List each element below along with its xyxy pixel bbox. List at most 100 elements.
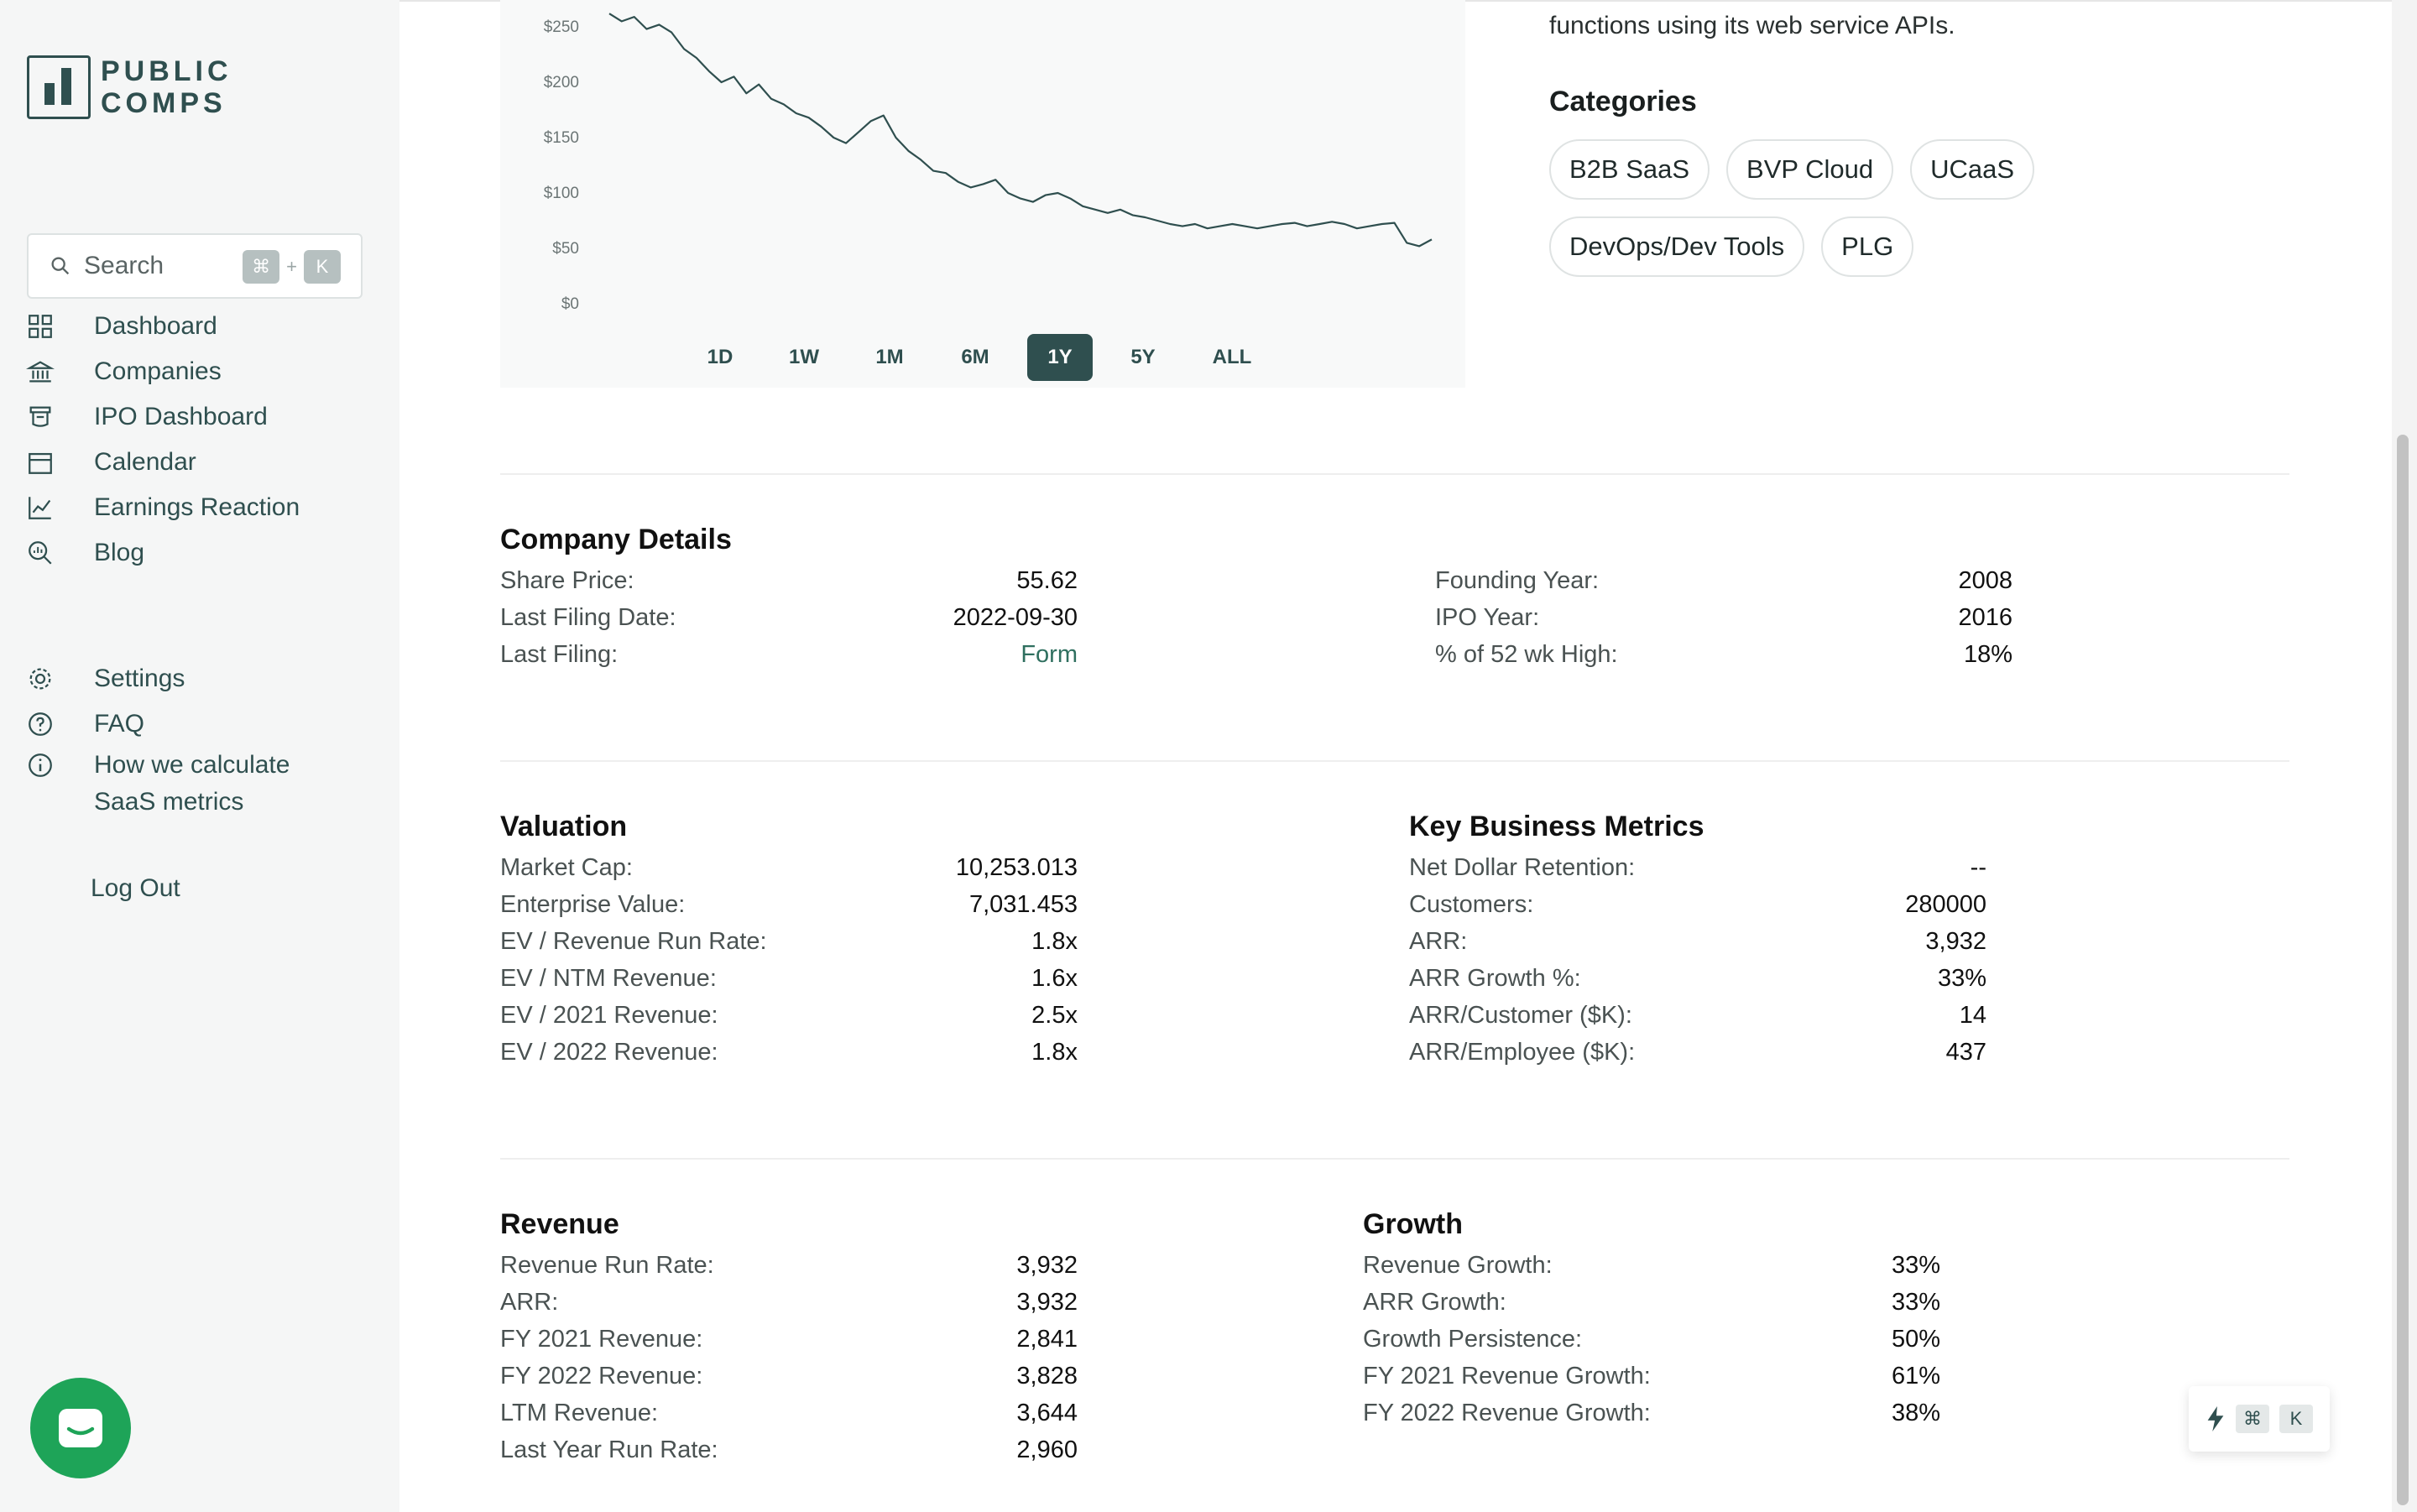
nav-item-how-we-calculate[interactable]: How we calculate SaaS metrics <box>23 747 290 821</box>
revenue-title: Revenue <box>500 1208 619 1240</box>
chat-bubble-icon <box>59 1409 102 1447</box>
nav-item-settings[interactable]: Settings <box>23 656 290 701</box>
metric-row: ARR Growth: 33% <box>1363 1289 1940 1316</box>
nav-label: Blog <box>94 539 145 566</box>
company-details-left: Share Price: 55.62 Last Filing Date: 2022-… <box>500 562 1078 673</box>
calendar-icon <box>23 446 57 479</box>
logo-line-1: PUBLIC <box>101 55 232 87</box>
nav-item-calendar[interactable]: Calendar <box>23 440 300 485</box>
metric-row: FY 2022 Revenue: 3,828 <box>500 1363 1078 1389</box>
nav-item-earnings-reaction[interactable]: Earnings Reaction <box>23 485 300 530</box>
category-tag[interactable]: DevOps/Dev Tools <box>1549 216 1805 277</box>
detail-row: Last Filing: Form <box>500 636 1078 673</box>
sidebar: PUBLIC COMPS Search ⌘ + K Dashboard Comp… <box>0 0 399 1512</box>
metric-row: LTM Revenue: 3,644 <box>500 1400 1078 1426</box>
nav-label-line-2: SaaS metrics <box>94 788 244 816</box>
company-details-right: Founding Year: 2008 IPO Year: 2016 % of 52… <box>1435 562 2012 673</box>
metric-row: EV / 2021 Revenue: 2.5x <box>500 1002 1078 1029</box>
lightning-icon <box>2207 1406 2224 1431</box>
primary-nav: Dashboard Companies IPO Dashboard Calend… <box>23 304 300 576</box>
k-key: K <box>304 250 341 284</box>
metric-row: FY 2021 Revenue: 2,841 <box>500 1326 1078 1353</box>
company-details-title: Company Details <box>500 524 732 555</box>
metric-row: Revenue Growth: 33% <box>1363 1252 1940 1279</box>
metric-row: Last Year Run Rate: 2,960 <box>500 1436 1078 1463</box>
nav-label: Companies <box>94 357 222 385</box>
nav-label: Calendar <box>94 448 196 476</box>
metric-row: Enterprise Value: 7,031.453 <box>500 891 1078 918</box>
growth-list: Revenue Growth: 33% ARR Growth: 33% Growth… <box>1363 1247 1940 1431</box>
detail-row: Share Price: 55.62 <box>500 567 1078 594</box>
nav-label: Earnings Reaction <box>94 493 300 521</box>
y-tick-label: $150 <box>544 129 579 147</box>
categories-list: B2B SaaS BVP Cloud UCaaS DevOps/Dev Tool… <box>1549 139 2053 277</box>
scrollbar-thumb[interactable] <box>2397 435 2409 1505</box>
valuation-title: Valuation <box>500 811 628 842</box>
category-tag[interactable]: B2B SaaS <box>1549 139 1710 200</box>
logo-line-2: COMPS <box>101 87 227 119</box>
range-button-1d[interactable]: 1D <box>707 346 733 368</box>
range-button-1y[interactable]: 1Y <box>1027 334 1093 381</box>
nav-label: Settings <box>94 665 185 692</box>
price-chart: $250 $200 $150 $100 $50 $0 <box>544 13 1433 313</box>
metric-row: Market Cap: 10,253.013 <box>500 854 1078 881</box>
y-tick-label: $250 <box>544 18 579 36</box>
metric-row: Revenue Run Rate: 3,932 <box>500 1252 1078 1279</box>
logout-link[interactable]: Log Out <box>91 874 180 902</box>
nav-label: Dashboard <box>94 312 217 340</box>
y-tick-label: $50 <box>552 240 579 258</box>
range-button-all[interactable]: ALL <box>1212 346 1252 368</box>
chat-launcher-button[interactable] <box>30 1378 131 1478</box>
last-filing-link[interactable]: Form <box>1021 641 1078 668</box>
logo-bars-icon <box>27 55 91 119</box>
metric-row: ARR/Customer ($K): 14 <box>1409 1002 1986 1029</box>
y-tick-label: $100 <box>544 185 579 202</box>
logo[interactable]: PUBLIC COMPS <box>27 55 232 119</box>
y-tick-label: $200 <box>544 74 579 91</box>
key-business-metrics-title: Key Business Metrics <box>1409 811 1704 842</box>
ipo-tray-icon <box>23 400 57 434</box>
company-description: functions using its web service APIs. <box>1549 12 1955 39</box>
bank-building-icon <box>23 355 57 388</box>
gear-icon <box>23 662 57 696</box>
search-shortcut: ⌘ + K <box>243 250 341 284</box>
nav-label-line-1: How we calculate <box>94 751 290 779</box>
metric-row: Growth Persistence: 50% <box>1363 1326 1940 1353</box>
search-input[interactable]: Search ⌘ + K <box>27 233 363 299</box>
range-button-1m[interactable]: 1M <box>875 346 904 368</box>
y-tick-label: $0 <box>561 295 579 313</box>
metric-row: ARR Growth %: 33% <box>1409 965 1986 992</box>
detail-row: Founding Year: 2008 <box>1435 567 2012 594</box>
k-key: K <box>2279 1405 2313 1433</box>
metric-row: FY 2021 Revenue Growth: 61% <box>1363 1363 1940 1389</box>
secondary-nav: Settings FAQ How we calculate SaaS metri… <box>23 656 290 821</box>
nav-item-dashboard[interactable]: Dashboard <box>23 304 300 349</box>
trend-chart-icon <box>23 491 57 524</box>
metric-row: EV / 2022 Revenue: 1.8x <box>500 1039 1078 1066</box>
search-icon <box>51 257 70 275</box>
growth-title: Growth <box>1363 1208 1463 1240</box>
category-tag[interactable]: PLG <box>1821 216 1914 277</box>
range-button-6m[interactable]: 6M <box>961 346 989 368</box>
quick-command-widget[interactable]: ⌘ K <box>2189 1386 2330 1452</box>
detail-row: IPO Year: 2016 <box>1435 604 2012 631</box>
detail-row: % of 52 wk High: 18% <box>1435 641 2012 668</box>
section-divider <box>500 1158 2289 1160</box>
category-tag[interactable]: UCaaS <box>1910 139 2035 200</box>
category-tag[interactable]: BVP Cloud <box>1726 139 1894 200</box>
nav-item-blog[interactable]: Blog <box>23 530 300 576</box>
metric-row: EV / NTM Revenue: 1.6x <box>500 965 1078 992</box>
nav-item-faq[interactable]: FAQ <box>23 701 290 747</box>
range-button-5y[interactable]: 5Y <box>1130 346 1156 368</box>
nav-item-ipo-dashboard[interactable]: IPO Dashboard <box>23 394 300 440</box>
shortcut-plus: + <box>286 256 297 277</box>
key-business-metrics-list: Net Dollar Retention: -- Customers: 280000… <box>1409 849 1986 1071</box>
info-circle-icon <box>23 748 57 782</box>
metric-row: Customers: 280000 <box>1409 891 1986 918</box>
range-button-1w[interactable]: 1W <box>789 346 819 368</box>
nav-label: FAQ <box>94 710 145 738</box>
nav-item-companies[interactable]: Companies <box>23 349 300 394</box>
dashboard-grid-icon <box>23 310 57 343</box>
metric-row: ARR/Employee ($K): 437 <box>1409 1039 1986 1066</box>
command-key: ⌘ <box>2236 1405 2269 1433</box>
